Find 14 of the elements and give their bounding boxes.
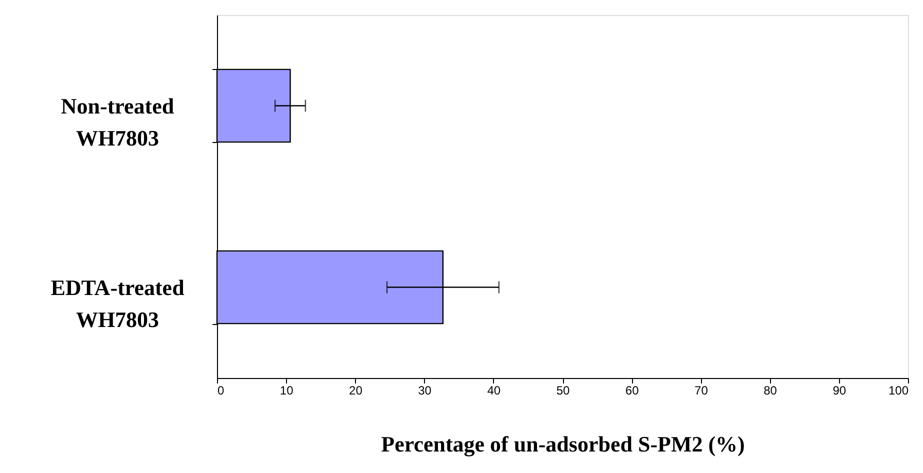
x-tick-label: 30	[418, 384, 432, 398]
x-tick-label: 50	[556, 384, 570, 398]
x-tick-label: 60	[625, 384, 640, 398]
x-tick-label: 90	[832, 384, 846, 398]
x-tick-label: 0	[218, 384, 224, 398]
y-tick-label: Non-treated WH7803	[60, 93, 174, 150]
x-tick-label: 20	[349, 384, 363, 398]
x-tick-label: 40	[487, 384, 501, 398]
x-tick-label: 100	[888, 384, 909, 398]
x-tick-label: 80	[764, 384, 778, 398]
x-axis-title: Percentage of un-adsorbed S-PM2 (%)	[381, 432, 745, 456]
x-tick-label: 70	[694, 384, 708, 398]
y-tick-label: EDTA-treated WH7803	[50, 274, 184, 332]
x-tick-label: 10	[280, 384, 294, 398]
